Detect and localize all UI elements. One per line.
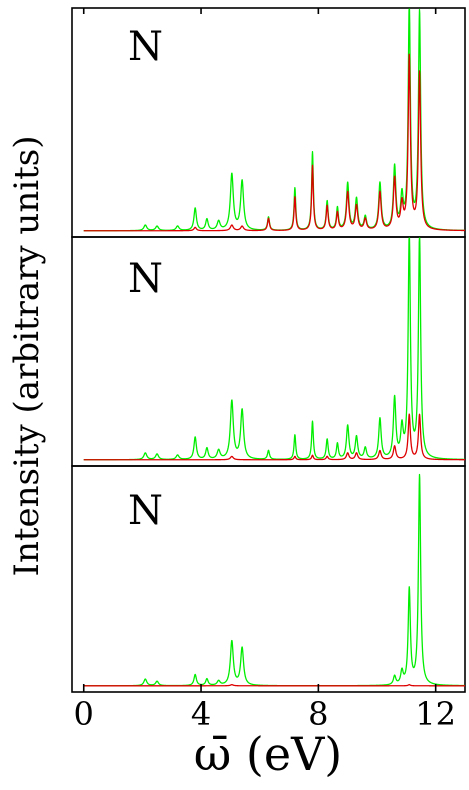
red-spectrum-line <box>83 53 466 232</box>
panel-frame <box>71 465 466 693</box>
spectrum-panel-bottom: N <box>71 465 466 693</box>
x-tick-label: 8 <box>308 695 328 733</box>
panel-label: N <box>128 24 163 70</box>
green-spectrum-line <box>83 237 466 461</box>
y-axis-title: Intensity (arbitrary units) <box>7 136 47 577</box>
x-axis-title: ω̄ (eV) <box>194 727 342 781</box>
panel-label: N <box>128 488 163 534</box>
x-axis: 0 4 8 12 <box>74 8 456 733</box>
panel-curves <box>83 8 466 232</box>
red-spectrum-line <box>83 684 466 687</box>
x-tick-label: 12 <box>415 695 456 733</box>
x-tick-label: 4 <box>191 695 211 733</box>
panel-label: N <box>128 256 163 302</box>
panel-curves <box>83 473 466 687</box>
red-spectrum-line <box>83 413 466 461</box>
x-tick-label: 0 <box>74 695 94 733</box>
spectrum-panel-middle: N <box>71 236 466 467</box>
panel-curves <box>83 237 466 461</box>
spectrum-panel-top: N <box>71 7 466 238</box>
